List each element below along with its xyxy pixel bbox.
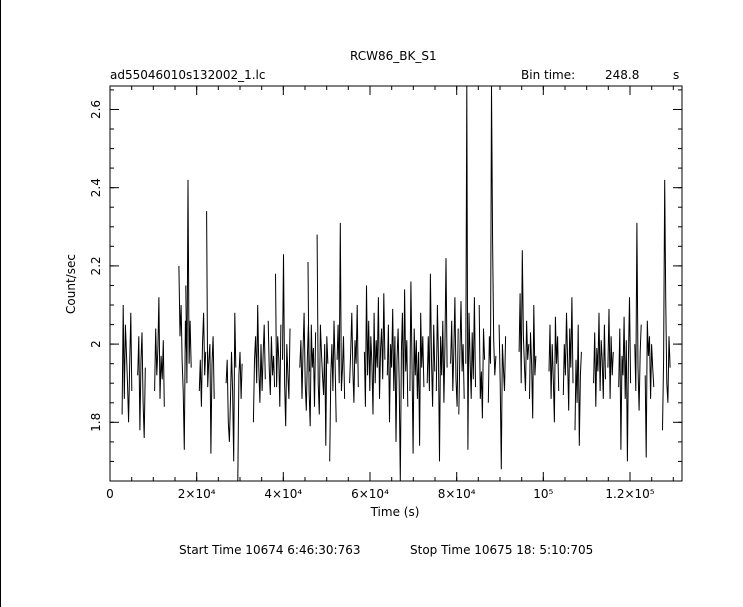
lightcurve-segment — [634, 222, 642, 411]
lightcurve-segment — [282, 254, 291, 427]
lightcurve-segment — [458, 301, 465, 415]
bin-time-label: Bin time: — [521, 68, 576, 82]
x-tick-label: 4×10⁴ — [264, 487, 302, 501]
lightcurve-segment — [363, 285, 386, 415]
lightcurve-segment — [562, 297, 574, 411]
lightcurve-segment — [529, 304, 537, 419]
lightcurve-segment — [329, 320, 337, 462]
lightcurve-segment — [307, 261, 317, 427]
y-tick-label: 2.2 — [89, 256, 103, 275]
lightcurve-segment — [137, 332, 146, 439]
lightcurve-segment — [336, 222, 346, 399]
lightcurve-segment — [607, 308, 614, 399]
x-tick-label: 0 — [106, 487, 114, 501]
lightcurve-segment — [548, 316, 560, 423]
lightcurve-segment — [225, 312, 237, 462]
lightcurve-segment — [409, 281, 425, 454]
tick-labels: 0 2×10⁴ 4×10⁴ 6×10⁴ 8×10⁴ 10⁵ 1.2×10⁵ 1.8 2 2.2 2.… — [89, 100, 655, 501]
lightcurve-segment — [518, 250, 530, 392]
y-tick-label: 2.6 — [89, 100, 103, 119]
window-left-border — [0, 0, 1, 607]
lightcurve-segment — [662, 179, 671, 431]
lightcurve-segment — [426, 273, 436, 407]
lightcurve-segment — [206, 211, 215, 454]
lightcurve-segment — [478, 304, 486, 419]
y-tick-label: 2 — [89, 340, 103, 348]
lightcurve-segment — [299, 312, 310, 411]
lightcurve-segment — [450, 297, 459, 407]
x-tick-label: 10⁵ — [533, 487, 553, 501]
lightcurve-filename: ad55046010s132002_1.lc — [110, 68, 266, 82]
lightcurve-segment — [435, 258, 448, 462]
minor-ticks — [109, 86, 682, 482]
chart-title: RCW86_BK_S1 — [350, 49, 437, 63]
lightcurve-segment — [121, 304, 133, 423]
lightcurve-segment — [267, 320, 276, 396]
lightcurve-segment — [316, 234, 329, 446]
y-tick-label: 2.4 — [89, 178, 103, 197]
lightcurve-segment — [465, 85, 476, 450]
lightcurve-segment — [185, 179, 192, 384]
lightcurve-segment — [574, 324, 582, 446]
stop-time: Stop Time 10675 18: 5:10:705 — [410, 543, 594, 557]
x-tick-label: 2×10⁴ — [178, 487, 216, 501]
x-tick-label: 6×10⁴ — [351, 487, 389, 501]
lightcurve-segment — [349, 304, 359, 403]
data-layer — [121, 85, 671, 482]
y-axis-label: Count/sec — [64, 254, 78, 314]
y-tick-label: 1.8 — [89, 413, 103, 432]
lightcurve-segment — [178, 265, 187, 450]
bin-time-unit: s — [673, 68, 680, 82]
lightcurve-segment — [198, 312, 207, 407]
x-tick-label: 1.2×10⁵ — [605, 487, 654, 501]
lightcurve-segment — [618, 297, 632, 462]
plot-frame — [109, 85, 683, 482]
lightcurve-segment — [593, 312, 606, 407]
lightcurve-segment — [154, 297, 165, 407]
lightcurve-segment — [644, 320, 655, 458]
lightcurve-segment — [252, 304, 266, 423]
lightcurve-segment — [498, 324, 507, 470]
lightcurve-segment — [275, 273, 282, 407]
lightcurve-segment — [487, 85, 497, 403]
lightcurve-segment — [386, 289, 409, 482]
major-ticks — [109, 86, 682, 481]
x-axis-label: Time (s) — [370, 505, 420, 519]
lightcurve-segment — [237, 351, 243, 482]
x-tick-label: 8×10⁴ — [438, 487, 476, 501]
start-time: Start Time 10674 6:46:30:763 — [179, 543, 361, 557]
bin-time-value: 248.8 — [605, 68, 640, 82]
